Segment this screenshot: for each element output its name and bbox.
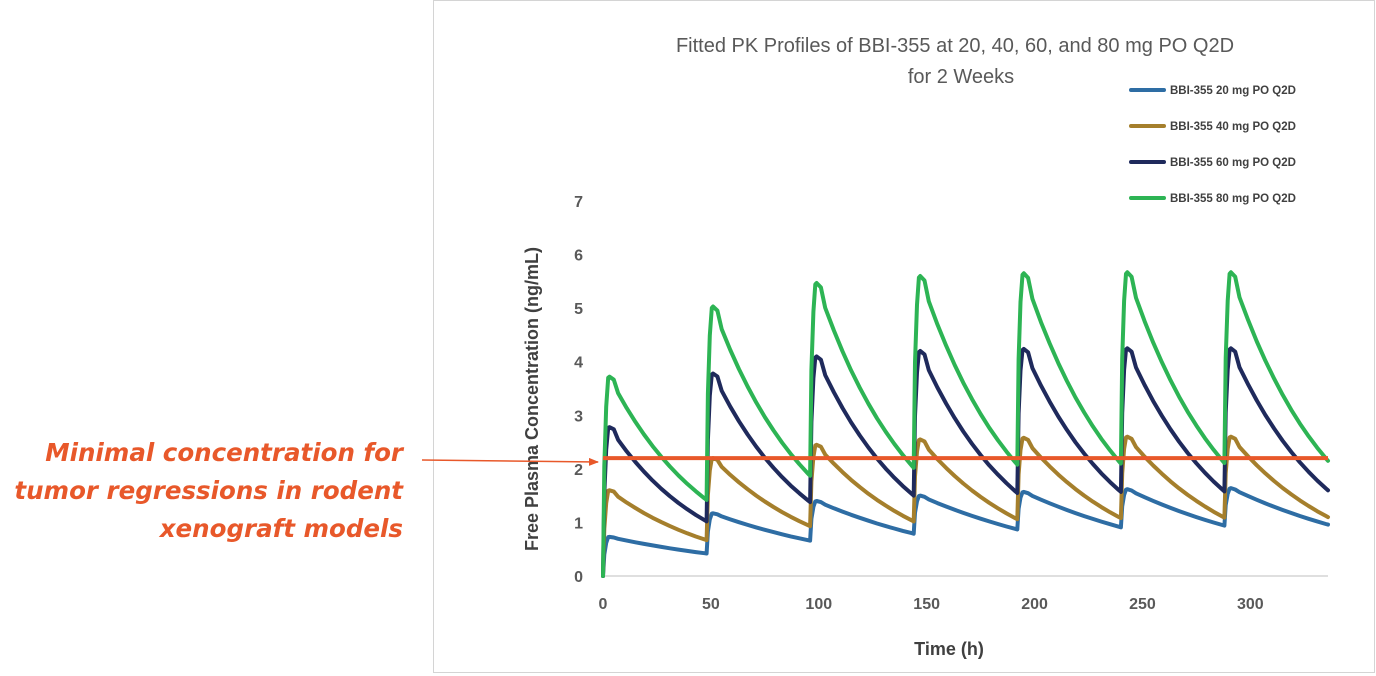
x-tick-label: 50 <box>702 596 720 613</box>
series-line <box>601 270 1330 578</box>
x-axis-title: Time (h) <box>914 639 984 659</box>
x-tick-label: 0 <box>599 596 608 613</box>
series-line <box>601 346 1330 578</box>
y-tick-labels: 0 1 2 3 4 5 6 7 <box>574 194 583 586</box>
y-tick-label: 2 <box>574 462 583 479</box>
legend: BBI-355 20 mg PO Q2D BBI-355 40 mg PO Q2D… <box>1129 85 1296 205</box>
annotation-line-1: Minimal concentration for <box>45 438 403 467</box>
chart-frame <box>433 0 1375 673</box>
y-tick-label: 5 <box>574 301 583 318</box>
y-tick-label: 1 <box>574 515 583 532</box>
x-tick-label: 100 <box>805 596 832 613</box>
y-tick-label: 3 <box>574 408 583 425</box>
y-tick-label: 4 <box>574 355 583 372</box>
x-tick-label: 200 <box>1021 596 1048 613</box>
annotation-line-3: xenograft models <box>159 514 403 543</box>
chart-title-line-1: Fitted PK Profiles of BBI-355 at 20, 40,… <box>676 35 1234 57</box>
legend-label: BBI-355 80 mg PO Q2D <box>1170 193 1296 205</box>
chart-title-line-2: for 2 Weeks <box>908 66 1014 88</box>
annotation-arrow <box>421 457 599 466</box>
y-axis-title: Free Plasma Concentration (ng/mL) <box>522 247 542 551</box>
x-tick-label: 150 <box>913 596 940 613</box>
series-layer <box>601 270 1330 578</box>
y-tick-label: 7 <box>574 194 583 211</box>
annotation-line-2: tumor regressions in rodent <box>14 476 403 505</box>
x-tick-label: 250 <box>1129 596 1156 613</box>
series-line <box>601 434 1330 578</box>
series-line <box>601 486 1330 578</box>
legend-label: BBI-355 20 mg PO Q2D <box>1170 85 1296 97</box>
threshold-annotation: Minimal concentration for tumor regressi… <box>0 434 403 548</box>
legend-label: BBI-355 40 mg PO Q2D <box>1170 121 1296 133</box>
x-tick-labels: 0 50 100 150 200 250 300 <box>599 596 1264 613</box>
y-tick-label: 0 <box>574 569 583 586</box>
x-tick-label: 300 <box>1237 596 1264 613</box>
y-tick-label: 6 <box>574 248 583 265</box>
legend-label: BBI-355 60 mg PO Q2D <box>1170 157 1296 169</box>
